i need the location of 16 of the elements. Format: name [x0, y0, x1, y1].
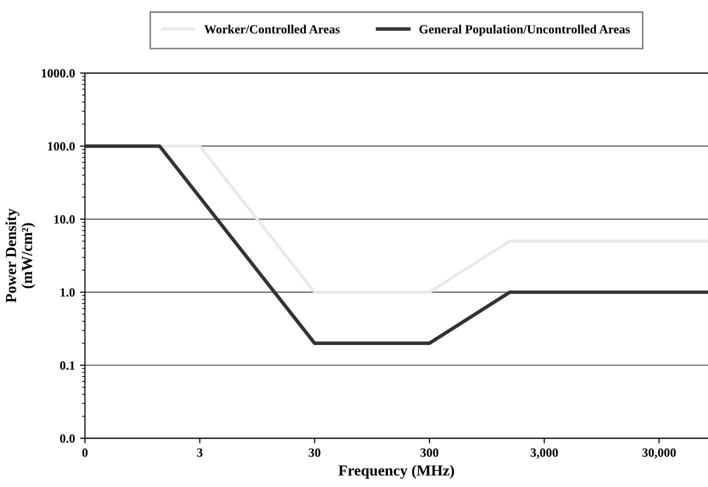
y-tick-label: 0.0	[60, 434, 75, 443]
legend-label: Worker/Controlled Areas	[204, 24, 340, 34]
x-axis-title: Frequency (MHz)	[338, 464, 454, 479]
x-tick-label: 300	[420, 448, 438, 457]
y-tick-label: 1000.0	[42, 69, 75, 78]
x-tick-label: 3	[197, 448, 202, 457]
x-tick-label: 30,000	[642, 448, 676, 459]
y-tick-label: 0.1	[60, 361, 75, 370]
y-axis-title: Power Density (mW/cm²)	[5, 208, 36, 303]
x-tick-label: 30	[308, 448, 320, 457]
y-tick-label: 100.0	[48, 142, 75, 151]
x-tick-label: 0	[82, 448, 88, 457]
legend-label: General Population/Uncontrolled Areas	[419, 24, 630, 36]
y-tick-label: 10.0	[54, 215, 75, 224]
y-tick-label: 1.0	[60, 288, 75, 297]
x-tick-label: 3,000	[530, 448, 558, 459]
